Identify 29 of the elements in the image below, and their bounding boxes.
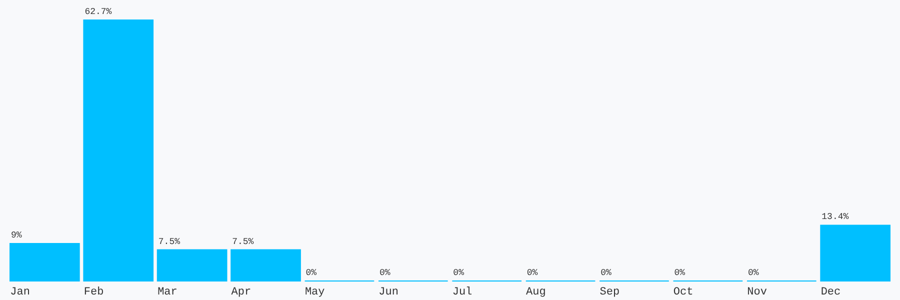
data-label: 0% [600, 268, 612, 278]
x-tick-label: Sep [600, 286, 620, 298]
bar [156, 249, 228, 282]
data-label: 0% [379, 268, 391, 278]
bar [230, 249, 301, 282]
x-tick-label: Jul [452, 286, 472, 298]
data-label: 7.5% [158, 236, 181, 247]
bar [820, 224, 890, 282]
data-label: 0% [453, 268, 465, 278]
x-tick-label: Nov [747, 286, 768, 298]
bar [10, 243, 80, 282]
data-label: 7.5% [232, 236, 254, 247]
data-label: 0% [748, 268, 760, 278]
x-tick-label: Dec [820, 286, 841, 298]
data-label: 0% [306, 268, 318, 278]
x-tick-label: Jan [10, 286, 30, 298]
x-tick-label: Feb [84, 286, 104, 298]
x-tick-label: Apr [231, 286, 252, 298]
x-tick-label: Mar [158, 286, 178, 298]
x-tick-label: Oct [673, 286, 694, 298]
data-label: 62.7% [84, 7, 112, 17]
bar [83, 20, 154, 282]
x-tick-label: Jun [378, 286, 398, 298]
data-label: 13.4% [822, 212, 850, 222]
data-label: 9% [11, 230, 22, 241]
x-tick-label: Aug [526, 286, 546, 298]
x-tick-label: May [304, 286, 326, 298]
data-label: 0% [674, 268, 686, 278]
data-label: 0% [526, 268, 538, 278]
